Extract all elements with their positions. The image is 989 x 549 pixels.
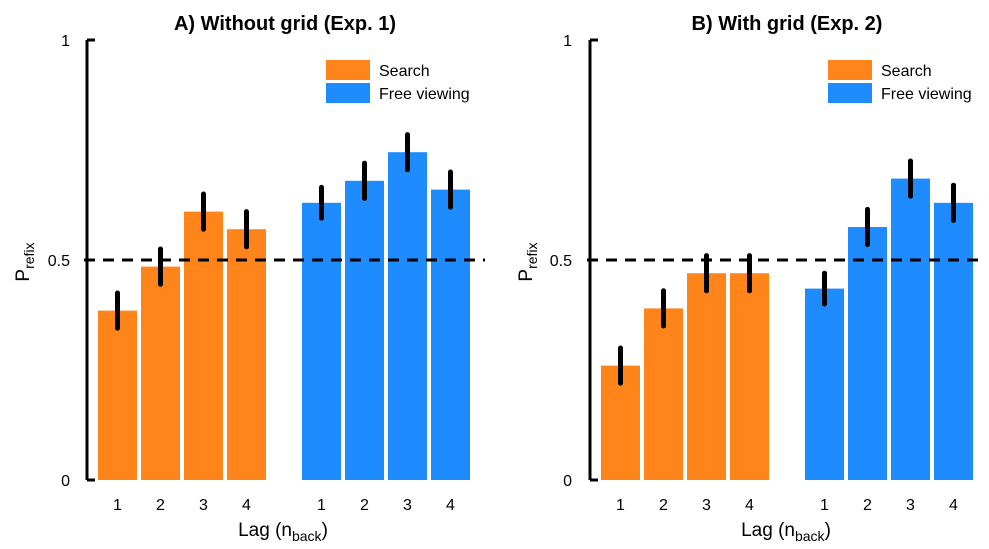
bar-search-1 — [98, 310, 137, 480]
bar-free-viewing-2 — [345, 180, 384, 481]
x-tick-label: 4 — [949, 497, 958, 514]
x-tick-label: 2 — [360, 497, 369, 514]
x-axis-label-close: ) — [825, 520, 831, 541]
x-tick-label: 3 — [906, 497, 915, 514]
bar-free-viewing-3 — [388, 152, 427, 480]
bar-free-viewing-4 — [934, 202, 973, 481]
x-tick-label: 1 — [616, 497, 625, 514]
x-tick-label: 3 — [702, 497, 711, 514]
x-axis-label-main: Lag (n — [238, 520, 292, 541]
legend: Search Free viewing — [326, 60, 470, 103]
x-tick-label: 2 — [156, 497, 165, 514]
bar-free-viewing-3 — [891, 178, 930, 480]
y-axis-label-main: P — [516, 269, 537, 282]
x-tick-label: 1 — [113, 497, 122, 514]
legend-label: Search — [881, 63, 932, 80]
y-tick-label: 0.5 — [48, 253, 70, 270]
legend-swatch — [828, 83, 872, 103]
x-tick-label: 1 — [317, 497, 326, 514]
legend-label: Search — [379, 63, 430, 80]
bar-free-viewing-1 — [805, 288, 844, 480]
legend-label: Free viewing — [881, 86, 972, 103]
legend-swatch — [828, 60, 872, 80]
legend: Search Free viewing — [828, 60, 972, 103]
y-axis-label: Prefix — [516, 242, 540, 281]
y-tick-label: 1 — [61, 33, 70, 50]
bar-free-viewing-2 — [848, 227, 887, 480]
y-axis-label: Prefix — [13, 242, 37, 281]
y-tick-label: 1 — [563, 33, 572, 50]
bar-search-3 — [184, 211, 223, 480]
bar-search-4 — [227, 229, 266, 480]
y-tick-label: 0 — [563, 473, 572, 490]
x-tick-label: 2 — [659, 497, 668, 514]
legend-swatch — [326, 60, 370, 80]
x-tick-label: 1 — [820, 497, 829, 514]
x-axis-label-subscript: back — [292, 528, 323, 544]
x-tick-label: 3 — [403, 497, 412, 514]
chart-title: A) Without grid (Exp. 1) — [174, 13, 396, 35]
bar-free-viewing-1 — [302, 202, 341, 481]
y-axis-label-main: P — [13, 269, 34, 282]
x-axis-label-main: Lag (n — [741, 520, 795, 541]
x-tick-label: 4 — [446, 497, 455, 514]
bar-search-3 — [687, 273, 726, 480]
chart-panel-1: A) Without grid (Exp. 1) 0 0.5 1 1 2 3 4 1 2 3 4 Sea… — [13, 13, 485, 544]
x-tick-label: 2 — [863, 497, 872, 514]
x-tick-label: 3 — [199, 497, 208, 514]
legend-swatch — [326, 83, 370, 103]
x-axis-label-subscript: back — [795, 528, 826, 544]
legend-label: Free viewing — [379, 86, 470, 103]
bar-search-4 — [730, 273, 769, 480]
chart-title: B) With grid (Exp. 2) — [692, 13, 883, 35]
x-axis-label: Lag (nback) — [238, 520, 328, 544]
y-axis-label-subscript: refix — [524, 242, 540, 268]
x-axis-label: Lag (nback) — [741, 520, 831, 544]
bar-free-viewing-4 — [431, 189, 470, 480]
y-tick-label: 0 — [61, 473, 70, 490]
x-tick-label: 4 — [745, 497, 754, 514]
chart-panel-2: B) With grid (Exp. 2) 0 0.5 1 1 2 3 4 1 2 3 4 Search… — [516, 13, 985, 544]
x-tick-label: 4 — [242, 497, 251, 514]
y-axis-label-subscript: refix — [21, 242, 37, 268]
bar-search-2 — [141, 266, 180, 480]
x-axis-label-close: ) — [322, 520, 328, 541]
bar-search-2 — [644, 308, 683, 480]
y-tick-label: 0.5 — [550, 253, 572, 270]
